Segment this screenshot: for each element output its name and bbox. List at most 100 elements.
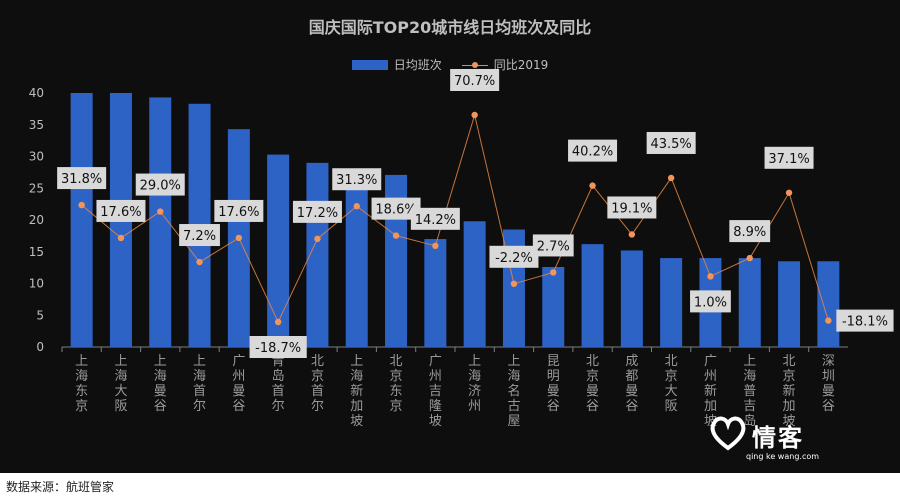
line-series-yoy [81, 113, 829, 324]
x-tick-char: 新 [783, 383, 796, 399]
data-label-9: 14.2% [415, 213, 456, 228]
x-tick-char: 海 [114, 369, 127, 384]
x-tick-char: 大 [665, 384, 678, 399]
legend-line-swatch [461, 60, 488, 70]
x-tick-char: 海 [193, 369, 206, 384]
x-tick-char: 明 [547, 369, 560, 384]
data-label-box [214, 199, 264, 222]
x-tick-char: 海 [350, 369, 363, 384]
x-tick-char: 谷 [822, 399, 835, 414]
x-tick-char: 上 [193, 354, 206, 369]
data-label-box [96, 199, 146, 222]
legend-line-label: 同比2019 [493, 58, 549, 72]
watermark-url: qing ke wang.com [746, 452, 820, 461]
data-label-box [729, 220, 771, 243]
y-tick-label: 30 [29, 150, 44, 164]
x-tick-char: 广 [429, 354, 442, 369]
line-point-19 [825, 317, 832, 324]
line-point-14 [628, 231, 636, 238]
bar-5 [267, 154, 290, 347]
x-tick-char: 曼 [154, 384, 167, 399]
chart-plot: 0510152025303540上海东京上海大阪上海曼谷上海首尔广州曼谷青岛首尔… [29, 69, 894, 429]
x-tick-char: 京 [783, 369, 796, 384]
x-tick-char: 吉 [429, 384, 442, 399]
x-tick-char: 曼 [822, 384, 835, 399]
line-point-2 [157, 208, 164, 215]
x-tick-char: 上 [350, 354, 363, 369]
line-point-10 [471, 111, 478, 119]
line-point-1 [117, 234, 125, 242]
x-tick-char: 加 [783, 399, 796, 414]
data-label-12: 2.7% [537, 239, 570, 254]
x-tick-char: 屋 [507, 414, 520, 429]
legend-bar-label: 日均班次 [393, 58, 442, 72]
data-label-box [135, 173, 185, 196]
x-tick-char: 曼 [586, 384, 599, 399]
x-tick-char: 坡 [350, 414, 363, 429]
watermark-brand: 情客 [752, 424, 804, 452]
x-tick-char: 州 [468, 399, 481, 414]
x-tick-char: 谷 [547, 399, 560, 414]
bar-15 [660, 258, 683, 347]
data-label-6: 17.2% [297, 206, 338, 221]
data-label-box [764, 146, 814, 169]
x-tick-char: 海 [75, 369, 88, 384]
x-tick-char: 大 [114, 384, 127, 399]
data-label-0: 31.8% [61, 172, 102, 187]
y-tick-label: 10 [29, 277, 44, 291]
x-tick-char: 北 [586, 354, 599, 369]
x-tick-char: 深 [822, 354, 835, 369]
data-label-box [450, 69, 500, 91]
x-tick-char: 曼 [547, 384, 560, 399]
x-tick-char: 州 [704, 369, 717, 384]
heart-logo-icon [710, 416, 746, 451]
x-tick-char: 谷 [586, 399, 599, 414]
data-label-10: 70.7% [454, 74, 495, 89]
x-tick-char: 隆 [429, 399, 442, 414]
x-tick-char: 广 [704, 354, 717, 369]
bar-0 [70, 93, 93, 347]
x-tick-char: 首 [272, 384, 285, 399]
x-tick-char: 上 [75, 354, 88, 369]
x-tick-char: 京 [586, 369, 599, 384]
bar-9 [424, 239, 447, 347]
line-point-5 [274, 318, 282, 326]
x-tick-char: 谷 [154, 399, 167, 414]
x-tick-char: 都 [625, 369, 638, 384]
y-tick-label: 20 [29, 213, 44, 227]
data-label-box [371, 197, 421, 220]
line-point-8 [392, 232, 400, 239]
bar-7 [345, 169, 368, 347]
data-label-box [489, 245, 539, 268]
bar-12 [542, 266, 565, 347]
legend-bar-swatch [351, 59, 388, 70]
line-point-4 [235, 234, 243, 242]
x-tick-char: 上 [743, 354, 756, 369]
data-label-19: -18.1% [842, 315, 888, 330]
legend-item-bars: 日均班次 [351, 56, 442, 73]
y-tick-label: 40 [29, 86, 44, 100]
data-label-4: 17.6% [218, 205, 259, 220]
x-tick-char: 岛 [272, 368, 285, 384]
x-tick-char: 谷 [232, 399, 245, 414]
y-tick-label: 0 [36, 340, 44, 354]
line-point-17 [746, 254, 753, 262]
x-tick-char: 阪 [114, 399, 127, 414]
data-label-box [532, 234, 574, 257]
x-tick-char: 海 [468, 369, 481, 384]
bar-18 [778, 261, 801, 347]
data-label-15: 43.5% [650, 137, 691, 152]
data-label-18: 37.1% [768, 152, 809, 167]
y-tick-label: 25 [29, 181, 44, 195]
data-label-13: 40.2% [572, 145, 613, 160]
x-tick-char: 首 [193, 384, 206, 399]
x-tick-char: 昆 [547, 354, 560, 369]
y-tick-label: 35 [29, 118, 44, 132]
x-tick-char: 海 [154, 369, 167, 384]
y-tick-label: 5 [36, 308, 44, 322]
data-label-box [249, 336, 307, 358]
data-label-7: 31.3% [336, 173, 377, 188]
bar-14 [620, 250, 643, 347]
data-label-box [410, 207, 460, 230]
line-point-18 [785, 189, 793, 196]
